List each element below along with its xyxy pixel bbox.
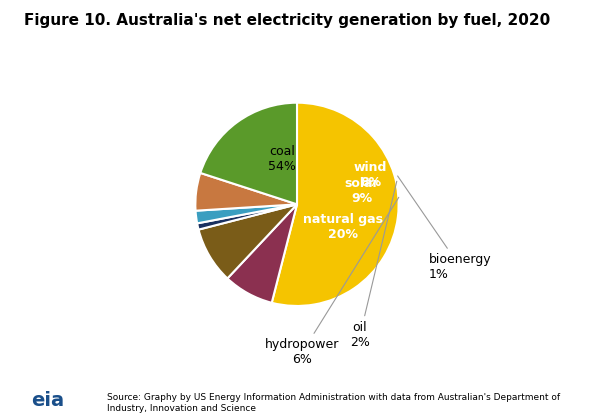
Wedge shape (271, 103, 399, 306)
Text: wind
8%: wind 8% (354, 161, 387, 189)
Text: hydropower
6%: hydropower 6% (265, 197, 399, 367)
Wedge shape (195, 204, 297, 224)
Text: eia: eia (31, 391, 64, 410)
Wedge shape (200, 103, 297, 204)
Text: Figure 10. Australia's net electricity generation by fuel, 2020: Figure 10. Australia's net electricity g… (24, 13, 550, 28)
Text: solar
9%: solar 9% (345, 177, 379, 205)
Wedge shape (198, 204, 297, 279)
Text: bioenergy
1%: bioenergy 1% (397, 176, 492, 281)
Text: oil
2%: oil 2% (350, 181, 397, 349)
Wedge shape (197, 204, 297, 230)
Wedge shape (228, 204, 297, 303)
Text: Source: Graphy by US Energy Information Administration with data from Australian: Source: Graphy by US Energy Information … (107, 393, 560, 413)
Wedge shape (195, 173, 297, 211)
Text: natural gas
20%: natural gas 20% (303, 213, 383, 241)
Text: coal
54%: coal 54% (268, 145, 296, 173)
